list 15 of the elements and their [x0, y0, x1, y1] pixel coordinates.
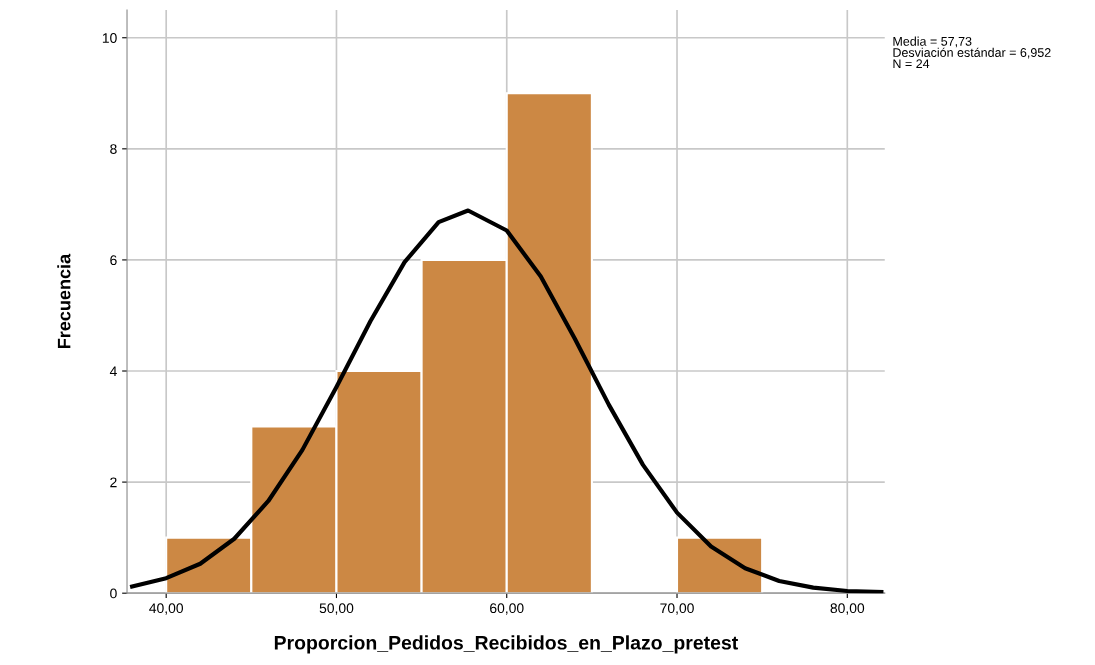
y-tick-label: 6 — [110, 255, 117, 266]
line-series — [130, 208, 884, 594]
y-tick-label: 8 — [110, 144, 117, 154]
y-axis-title: Frecuencia — [57, 253, 71, 349]
x-tick-label: 70,00 — [660, 603, 694, 615]
x-tick-label: 60,00 — [490, 603, 524, 615]
y-tick-label: 2 — [110, 477, 117, 488]
x-tick-label: 50,00 — [319, 603, 354, 615]
y-tick-label: 0 — [110, 588, 117, 599]
y-tick-label: 10 — [102, 33, 117, 43]
x-axis-title: Proporcion_Pedidos_Recibidos_en_Plazo_pretest — [274, 635, 738, 654]
x-tick-label: 40,00 — [149, 603, 184, 615]
y-tick-label: 4 — [109, 366, 117, 377]
text: Media = 57,73 Desviación estándar = 6,952 N = 24 — [893, 36, 1051, 69]
x-tick-label: 80,00 — [830, 603, 865, 615]
